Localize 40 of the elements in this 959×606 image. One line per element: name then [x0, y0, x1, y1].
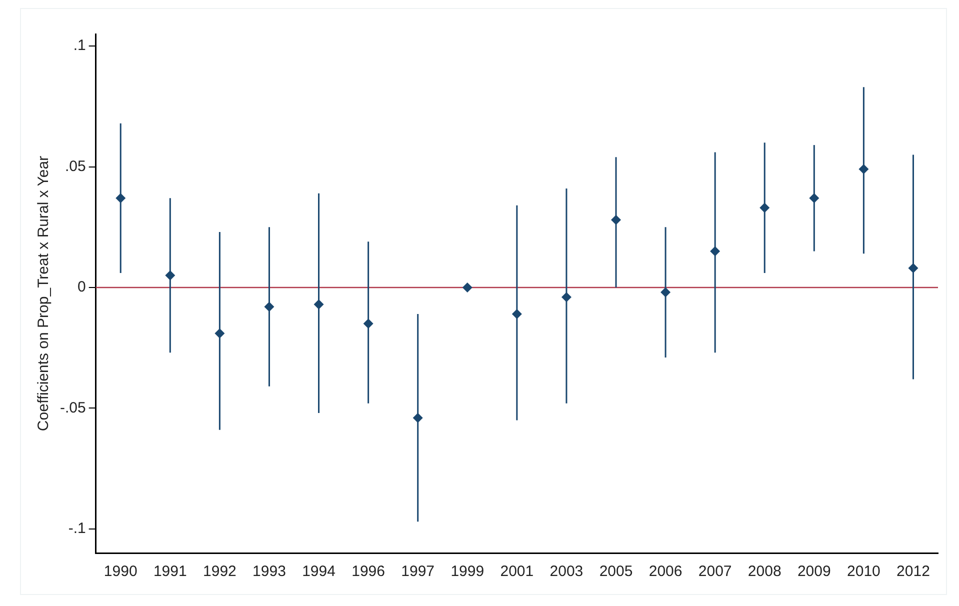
point [314, 299, 324, 310]
point [116, 193, 126, 204]
x-tick-label: 2005 [599, 563, 633, 580]
y-tick-label: 0 [78, 278, 86, 296]
x-tick-label: 2012 [896, 563, 930, 580]
y-tick-label: .05 [64, 158, 86, 175]
x-tick-label: 2009 [797, 563, 831, 580]
point [512, 309, 522, 320]
y-axis-title: Coefficients on Prop_Treat x Rural x Year [35, 156, 52, 432]
x-tick-label: 2001 [500, 563, 534, 580]
point [660, 287, 671, 298]
point [760, 202, 770, 213]
x-tick-label: 1993 [252, 563, 286, 580]
x-tick-label: 1996 [352, 563, 385, 580]
point [264, 302, 274, 312]
x-tick-label: 1994 [302, 563, 336, 580]
x-tick-label: 2010 [847, 563, 880, 580]
point [165, 270, 176, 280]
y-tick-label: -.1 [68, 520, 86, 537]
x-tick-label: 2006 [648, 563, 682, 580]
point [214, 328, 225, 338]
point [462, 282, 472, 292]
point [809, 193, 820, 204]
point [611, 214, 621, 225]
x-tick-label: 1992 [203, 563, 236, 580]
y-tick-label: -.05 [60, 399, 86, 416]
x-tick-label: 1999 [450, 563, 484, 580]
x-tick-label: 1990 [104, 563, 138, 580]
x-tick-label: 2003 [550, 563, 584, 580]
point [561, 292, 572, 302]
point [363, 318, 374, 329]
x-tick-label: 1991 [153, 563, 187, 580]
x-tick-label: 2007 [698, 563, 732, 580]
point [710, 246, 720, 256]
y-tick-label: .1 [73, 37, 86, 54]
point [908, 263, 918, 274]
point [412, 412, 423, 423]
point [858, 164, 869, 174]
x-tick-label: 2008 [748, 563, 782, 580]
x-tick-label: 1997 [401, 563, 435, 580]
